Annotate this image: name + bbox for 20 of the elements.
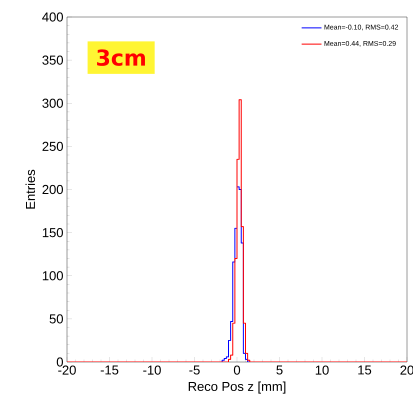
y-tick-label: 200 — [42, 184, 63, 194]
x-tick-label: 5 — [276, 366, 283, 375]
x-tick-label: 10 — [316, 366, 329, 375]
x-tick-label: -10 — [143, 366, 161, 375]
y-tick-label: 350 — [42, 56, 63, 65]
y-tick-label: 50 — [50, 314, 63, 324]
y-tick-label: 100 — [42, 271, 63, 280]
y-tick-label: 150 — [42, 228, 63, 238]
y-axis-title: Entries — [26, 170, 36, 209]
x-tick-label: 15 — [358, 366, 372, 375]
x-tick-label: -20 — [58, 366, 76, 375]
x-tick-label: -5 — [189, 366, 200, 375]
y-tick-label: 400 — [42, 12, 63, 22]
y-tick-label: 300 — [42, 98, 63, 108]
y-tick-label: 0 — [56, 357, 63, 367]
y-tick-label: 250 — [42, 142, 63, 151]
x-tick-label: -15 — [100, 366, 118, 375]
annotation: 3cm — [97, 49, 145, 66]
x-axis-title: Reco Pos z [mm] — [188, 382, 286, 394]
x-tick-label: 0 — [234, 366, 240, 375]
